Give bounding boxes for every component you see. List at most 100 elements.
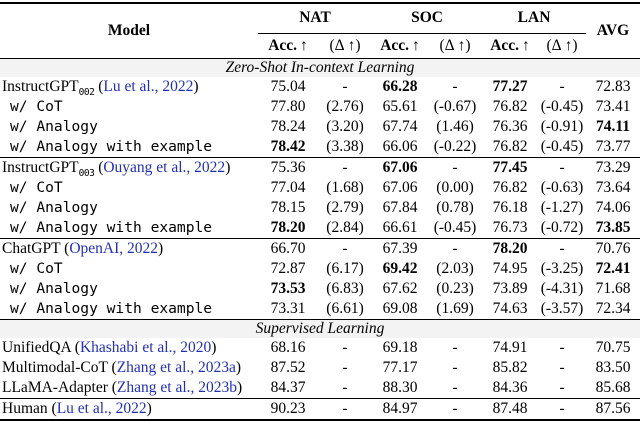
citation-link[interactable]: Ouyang et al., 2022 <box>103 158 226 176</box>
model-name: Multimodal-CoT <box>2 358 108 376</box>
value-cell: 69.18 <box>382 338 418 356</box>
table-row: w/ CoT 77.80 (2.76) 65.61 (-0.67) 76.82 (-0.45… <box>0 97 640 117</box>
value-cell: (-0.91) <box>540 117 584 135</box>
model-cell: Multimodal-CoT (Zhang et al., 2023a) <box>2 358 242 376</box>
value-cell: (6.61) <box>326 299 364 317</box>
value-cell: 78.24 <box>270 117 306 135</box>
model-subscript: 002 <box>78 86 95 98</box>
up-arrow-icon: ↑ <box>522 36 530 54</box>
citation-link[interactable]: OpenAI, 2022 <box>69 239 159 257</box>
model-name: Human <box>2 399 48 417</box>
model-cell: w/ CoT <box>0 259 258 279</box>
citation-link[interactable]: Lu et al., 2022 <box>103 77 194 95</box>
value-cell: 66.06 <box>382 137 418 155</box>
model-name: w/ CoT <box>10 98 63 115</box>
value-cell: 73.64 <box>595 178 631 196</box>
value-cell: 70.76 <box>586 237 640 259</box>
model-cell: InstructGPT002 (Lu et al., 2022) <box>2 77 199 98</box>
subheader-nat-acc: Acc. ↑ <box>258 33 318 58</box>
value-cell: 74.95 <box>492 259 528 277</box>
value-cell: (2.79) <box>326 198 364 216</box>
up-arrow-icon: ↑ <box>300 36 308 54</box>
col-header-soc: SOC <box>372 3 483 34</box>
table-header: Model NAT SOC LAN AVG Acc. ↑ (Δ ↑) Acc. ↑ … <box>0 3 640 58</box>
value-cell: (-0.63) <box>540 178 584 196</box>
model-name: w/ CoT <box>10 260 63 277</box>
col-header-lan: LAN <box>482 3 587 34</box>
results-table: Model NAT SOC LAN AVG Acc. ↑ (Δ ↑) Acc. ↑ … <box>0 2 640 421</box>
model-cell: Human (Lu et al., 2022) <box>0 397 258 420</box>
value-cell: - <box>559 358 565 376</box>
value-cell: - <box>538 397 587 420</box>
value-cell: 87.48 <box>482 397 539 420</box>
table-row: Human (Lu et al., 2022) 90.23-84.97-87.48… <box>0 397 640 420</box>
value-cell: - <box>452 358 458 376</box>
value-cell: 67.74 <box>382 117 418 135</box>
value-cell: (6.17) <box>326 259 364 277</box>
value-cell: 77.80 <box>270 97 306 115</box>
value-cell: 74.11 <box>596 117 631 135</box>
value-cell: - <box>428 397 483 420</box>
value-cell: 66.61 <box>382 218 418 236</box>
value-cell: 75.36 <box>258 156 318 178</box>
citation-link[interactable]: Zhang et al., 2023a <box>116 358 236 376</box>
model-name: InstructGPT <box>2 158 79 176</box>
value-cell: (-1.27) <box>540 198 584 216</box>
value-cell: 72.87 <box>270 259 306 277</box>
value-cell: 76.82 <box>492 137 528 155</box>
table-row: Multimodal-CoT (Zhang et al., 2023a) 87.5… <box>0 358 640 378</box>
model-cell: w/ Analogy with example <box>0 218 258 239</box>
model-name: w/ Analogy with example <box>10 219 213 236</box>
section-title: Supervised Learning <box>0 318 640 338</box>
value-cell: 65.61 <box>382 97 418 115</box>
table-row: w/ Analogy with example 78.20 (2.84) 66.61 (… <box>0 218 640 239</box>
value-cell: (-0.45) <box>540 137 584 155</box>
model-cell: w/ Analogy <box>0 117 258 137</box>
model-cell: InstructGPT003 (Ouyang et al., 2022) <box>0 156 258 179</box>
citation-link[interactable]: Khashabi et al., 2020 <box>79 338 212 356</box>
table-row: ChatGPT (OpenAI, 2022) 66.70-67.39-78.20-… <box>0 237 640 259</box>
value-cell: 74.91 <box>492 338 528 356</box>
citation-link[interactable]: Lu et al., 2022 <box>56 399 147 417</box>
model-name: UnifiedQA <box>2 338 71 356</box>
value-cell: - <box>342 77 348 95</box>
value-cell: - <box>428 237 483 259</box>
col-header-model: Model <box>107 21 151 39</box>
model-cell: w/ CoT <box>0 97 258 117</box>
value-cell: 67.39 <box>372 237 429 259</box>
subheader-nat-delta: (Δ ↑) <box>329 36 361 54</box>
value-cell: 84.36 <box>492 378 528 396</box>
value-cell: - <box>559 378 565 396</box>
model-subscript: 003 <box>78 167 95 179</box>
value-cell: - <box>452 77 458 95</box>
subheader-lan-delta: (Δ ↑) <box>546 36 578 54</box>
value-cell: 88.30 <box>382 378 418 396</box>
model-name: w/ Analogy <box>10 280 98 297</box>
value-cell: - <box>342 358 348 376</box>
citation-link[interactable]: Zhang et al., 2023b <box>116 378 238 396</box>
value-cell: 66.70 <box>258 237 318 259</box>
value-cell: 85.82 <box>492 358 528 376</box>
value-cell: - <box>452 378 458 396</box>
value-cell: 72.41 <box>595 259 631 277</box>
table-row: w/ CoT 72.87 (6.17) 69.42 (2.03) 74.95 (-3.25)… <box>0 259 640 279</box>
value-cell: 72.83 <box>595 77 631 95</box>
section-title: Zero-Shot In-context Learning <box>0 58 640 77</box>
value-cell: 73.77 <box>595 137 631 155</box>
value-cell: (0.78) <box>436 198 474 216</box>
value-cell: (-0.72) <box>540 218 584 236</box>
table-row: LLaMA-Adapter (Zhang et al., 2023b) 84.37… <box>0 378 640 399</box>
model-cell: w/ CoT <box>0 178 258 198</box>
model-cell: w/ Analogy <box>0 279 258 299</box>
value-cell: (2.03) <box>436 259 474 277</box>
value-cell: 76.36 <box>492 117 528 135</box>
table-body: Zero-Shot In-context Learning InstructGPT… <box>0 58 640 420</box>
model-name: w/ Analogy <box>10 118 98 135</box>
model-name: LLaMA-Adapter <box>2 378 108 396</box>
value-cell: 76.18 <box>492 198 528 216</box>
value-cell: 67.62 <box>382 279 418 297</box>
up-arrow-icon: ↑ <box>412 36 420 54</box>
value-cell: 69.42 <box>382 259 418 277</box>
value-cell: 67.06 <box>372 156 429 178</box>
value-cell: 78.20 <box>270 218 306 236</box>
